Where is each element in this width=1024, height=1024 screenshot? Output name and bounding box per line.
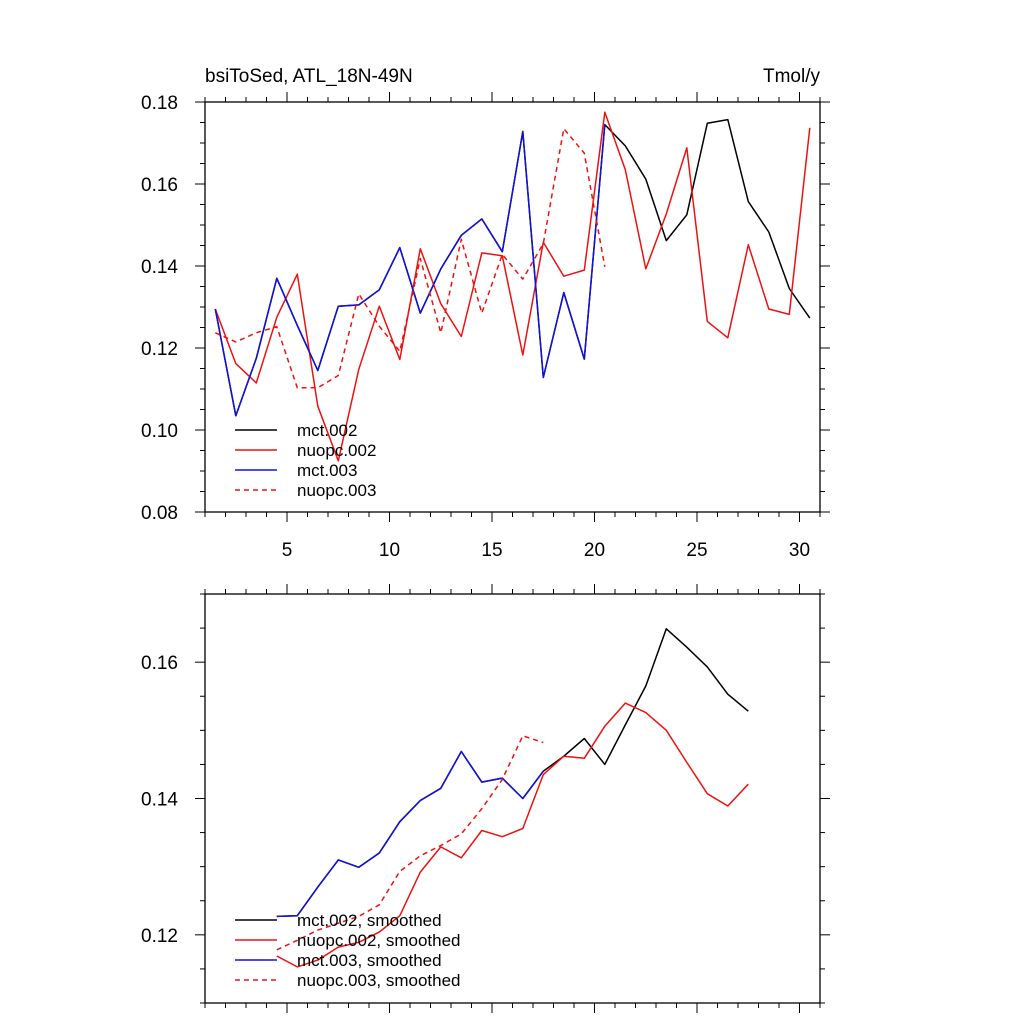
top-panel: 5 10 15 20 25 30 0.08 0.10 0.12 0.14 0.16 0.18 mct.0…: [141, 92, 830, 561]
x-tick-label: 5: [282, 540, 293, 561]
legend-label: nuopc.002: [297, 441, 376, 460]
legend-label: nuopc.002, smoothed: [297, 931, 461, 950]
series-line-mct-003: [214, 124, 606, 417]
x-tick-label: 20: [584, 540, 605, 561]
y-tick-label: 0.18: [141, 93, 178, 114]
y-tick-label: 0.16: [141, 653, 178, 674]
y-tick-label: 0.12: [141, 339, 178, 360]
x-tick-label: 10: [379, 540, 400, 561]
y-tick-label: 0.10: [141, 421, 178, 442]
y-tick-label: 0.14: [141, 790, 178, 811]
bottom-panel: 0.12 0.14 0.16 mct.002, smoothednuopc.002, …: [141, 584, 830, 1013]
y-tick-label: 0.12: [141, 926, 178, 947]
plot-units: Tmol/y: [763, 66, 821, 87]
legend-label: nuopc.003: [297, 481, 376, 500]
y-tick-label: 0.14: [141, 257, 178, 278]
series-line-nuopc-002: [214, 111, 811, 462]
series-line-mct-002-smoothed: [276, 628, 749, 918]
y-tick-label: 0.16: [141, 175, 178, 196]
series-line-nuopc-003: [214, 127, 606, 389]
series-line-nuopc-002-smoothed: [276, 702, 749, 968]
legend-label: mct.003, smoothed: [297, 951, 442, 970]
plot-title: bsiToSed, ATL_18N-49N: [205, 66, 413, 87]
legend-label: nuopc.003, smoothed: [297, 971, 461, 990]
x-tick-label: 25: [686, 540, 707, 561]
y-tick-label: 0.08: [141, 503, 178, 524]
series-line-mct-002: [214, 118, 811, 417]
x-tick-label: 15: [481, 540, 502, 561]
series-line-mct-003-smoothed: [276, 750, 544, 918]
legend-label: mct.002: [297, 421, 357, 440]
series-line-nuopc-003-smoothed: [276, 735, 544, 951]
legend-label: mct.002, smoothed: [297, 911, 442, 930]
legend-label: mct.003: [297, 461, 357, 480]
x-tick-label: 30: [789, 540, 810, 561]
